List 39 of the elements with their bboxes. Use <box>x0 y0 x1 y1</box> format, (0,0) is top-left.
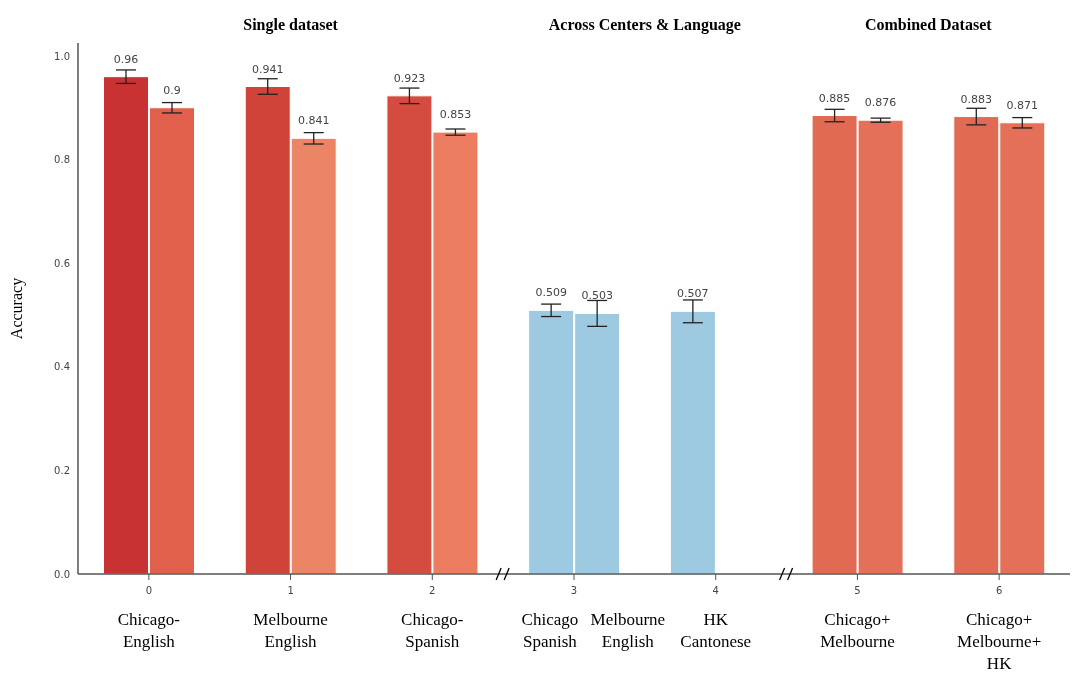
x-tick-label: 4 <box>712 585 719 596</box>
data-label: 0.507 <box>677 287 709 301</box>
data-label: 0.853 <box>439 108 472 122</box>
y-tick-label: 0.2 <box>54 464 70 476</box>
x-tick-label: 6 <box>995 585 1003 596</box>
text: Chicago+ Melbourne+ HK <box>957 610 1042 673</box>
x-tick-label: 5 <box>854 585 861 596</box>
data-label: 0.923 <box>393 71 426 85</box>
y-tick-label: 0.6 <box>54 257 70 269</box>
data-label: 0.876 <box>864 96 897 110</box>
data-label: 0.871 <box>1006 98 1039 112</box>
text: Chicago+ Melbourne <box>820 610 895 651</box>
y-tick-label: 0.0 <box>54 568 70 580</box>
bar <box>669 310 716 574</box>
text: Melbourne English <box>253 610 328 651</box>
data-label: 0.509 <box>535 286 567 300</box>
text: Chicago-English <box>117 610 181 651</box>
text: Single dataset <box>243 16 339 34</box>
data-label: 0.883 <box>960 92 993 106</box>
text: Across Centers & Language <box>548 16 741 34</box>
text: Combined Dataset <box>864 16 993 33</box>
text: Chicago-Spanish <box>401 610 464 651</box>
x-tick-label: 2 <box>429 585 436 596</box>
data-label: 0.841 <box>297 114 330 128</box>
text: HK Cantonese <box>680 610 752 651</box>
x-tick-label: 1 <box>287 585 294 596</box>
y-tick-label: 1.0 <box>54 50 70 62</box>
y-axis-title: Accuracy <box>7 277 26 340</box>
data-label: 0.9 <box>163 83 181 97</box>
x-tick-label: 3 <box>570 585 578 596</box>
data-label: 0.885 <box>818 91 851 105</box>
text: Chicago Spanish <box>521 610 579 651</box>
y-tick-label: 0.8 <box>54 154 70 166</box>
data-label: 0.941 <box>251 62 284 76</box>
x-tick-label: 0 <box>145 585 153 596</box>
data-label: 0.503 <box>581 289 613 303</box>
y-tick-label: 0.4 <box>54 361 70 373</box>
text: Melbourne English <box>590 610 666 651</box>
data-label: 0.96 <box>113 52 139 66</box>
